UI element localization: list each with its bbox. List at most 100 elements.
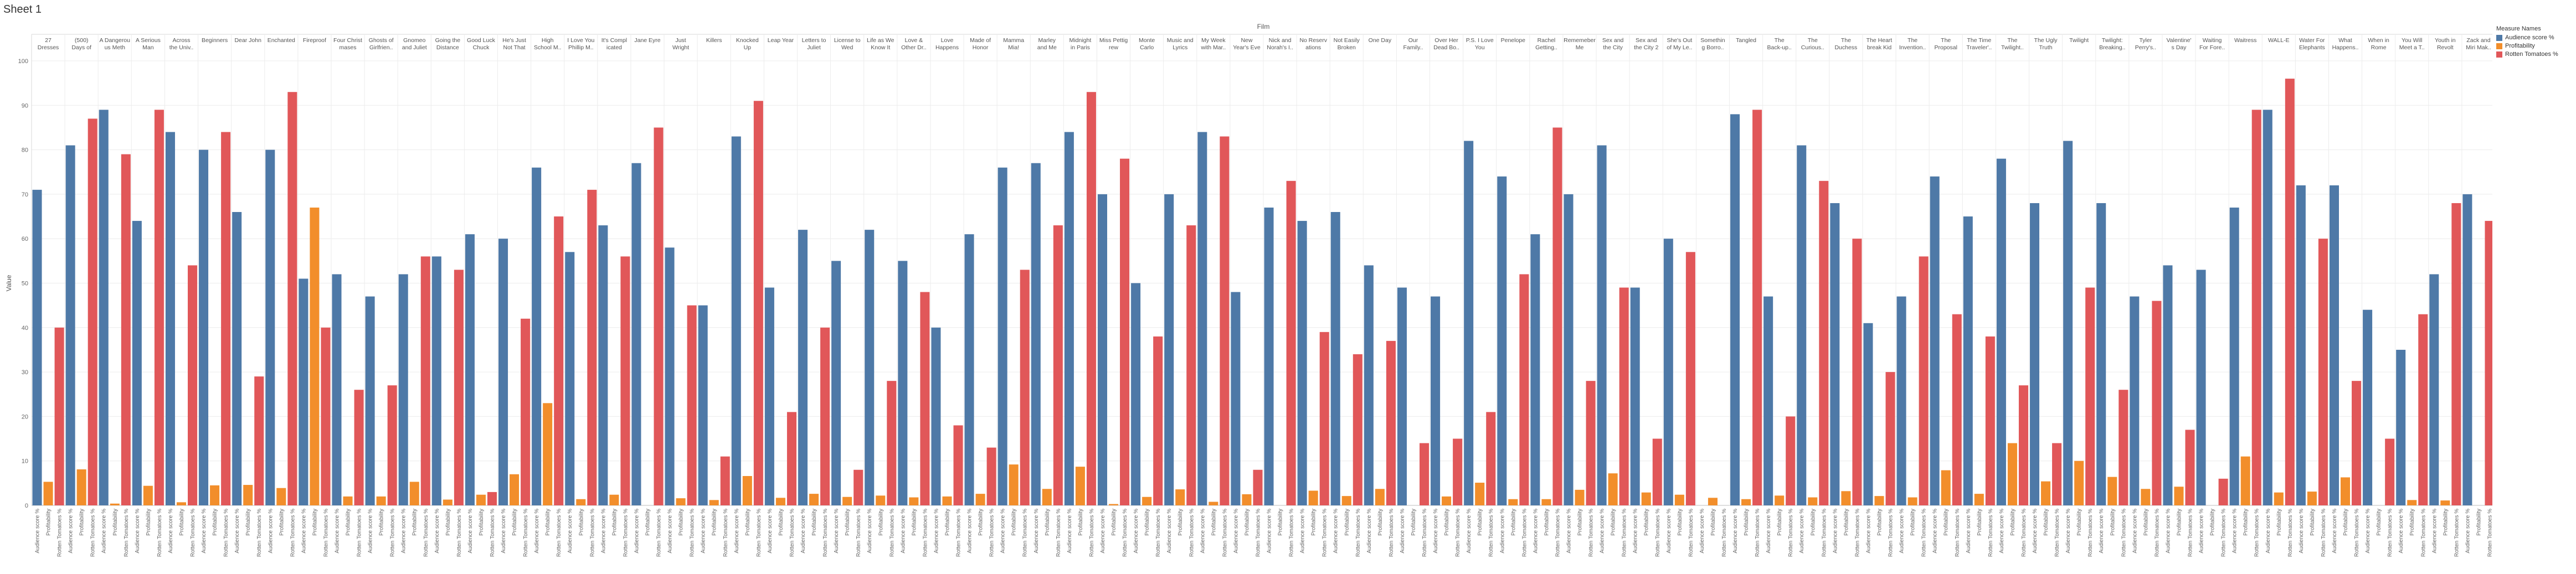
x-measure-label: Rotten Tomatoes %: [1988, 509, 1994, 557]
film-label: Miri Mak..: [2466, 44, 2491, 51]
bar-aud: [1663, 239, 1673, 505]
bar-aud: [498, 239, 508, 505]
bar-prof: [1974, 494, 1984, 505]
bar-rt: [1486, 412, 1496, 505]
legend-item-profitability[interactable]: Profitability: [2496, 43, 2576, 49]
x-measure-label: Audience score %: [1966, 509, 1972, 554]
film-label: Love: [941, 37, 954, 44]
x-measure-label: Audience score %: [534, 509, 540, 554]
bar-aud: [299, 278, 308, 505]
bar-aud: [1097, 194, 1107, 505]
bar-rt: [720, 456, 730, 505]
bar-aud: [1064, 132, 1074, 506]
legend-item-audience[interactable]: Audience score %: [2496, 34, 2576, 41]
x-measure-label: Rotten Tomatoes %: [1555, 509, 1561, 557]
x-measure-label: Audience score %: [201, 509, 207, 554]
bar-rt: [2451, 203, 2461, 506]
x-measure-label: Rotten Tomatoes %: [157, 509, 163, 557]
film-label: Twilight..: [2001, 44, 2024, 51]
x-measure-label: Audience score %: [1034, 509, 1040, 554]
x-measure-label: Audience score %: [1666, 509, 1672, 554]
bar-aud: [1431, 296, 1441, 505]
bar-prof: [1741, 499, 1751, 505]
bar-rt: [287, 92, 297, 505]
bar-aud: [232, 212, 242, 505]
x-measure-label: Profitability: [412, 509, 418, 536]
x-measure-label: Rotten Tomatoes %: [2121, 509, 2127, 557]
bar-rt: [2152, 301, 2162, 505]
legend-swatch-audience: [2496, 34, 2502, 41]
x-measure-label: Profitability: [1677, 509, 1683, 536]
film-label: The: [1775, 37, 1785, 44]
bar-aud: [2163, 265, 2173, 505]
bar-aud: [32, 189, 42, 505]
legend: Measure Names Audience score % Profitabi…: [2496, 25, 2576, 59]
bar-rt: [2018, 385, 2028, 505]
bar-chart: Film Value 0 10 20 30 40 50 60 70 80 90 100 27Dresses…: [5, 23, 2492, 557]
film-label: Back-up..: [1767, 44, 1791, 51]
bar-aud: [1231, 292, 1241, 505]
x-measure-label: Profitability: [2443, 509, 2449, 536]
bar-aud: [631, 163, 641, 505]
x-measure-label: Rotten Tomatoes %: [589, 509, 595, 557]
film-label: The: [1941, 37, 1951, 44]
film-label: The: [1808, 37, 1818, 44]
x-measure-label: Audience score %: [1067, 509, 1073, 554]
x-measure-label: Profitability: [712, 509, 718, 536]
bar-prof: [576, 499, 586, 505]
legend-item-rotten-tomatoes[interactable]: Rotten Tomatoes %: [2496, 51, 2576, 58]
x-measure-label: Rotten Tomatoes %: [357, 509, 363, 557]
film-label: Letters to: [802, 37, 826, 44]
film-label: g Borro..: [1701, 44, 1724, 51]
x-measure-label: Audience score %: [1932, 509, 1939, 554]
x-measure-label: Rotten Tomatoes %: [1122, 509, 1128, 557]
x-measure-label: Audience score %: [2032, 509, 2038, 554]
bar-aud: [865, 230, 875, 505]
bar-aud: [1497, 176, 1507, 505]
bar-prof: [409, 482, 419, 505]
bar-rt: [920, 292, 930, 505]
bar-aud: [332, 274, 342, 505]
bar-aud: [964, 234, 974, 505]
x-measure-label: Audience score %: [1865, 509, 1871, 554]
film-label: Somethin: [1700, 37, 1725, 44]
film-label: the City: [1603, 44, 1623, 51]
x-measure-label: Rotten Tomatoes %: [2188, 509, 2194, 557]
x-measure-label: Rotten Tomatoes %: [1655, 509, 1661, 557]
x-measure-label: Rotten Tomatoes %: [57, 509, 63, 557]
x-measure-label: Audience score %: [135, 509, 141, 554]
x-measure-label: Rotten Tomatoes %: [2287, 509, 2294, 557]
bar-prof: [1641, 492, 1651, 505]
x-measure-label: Audience score %: [1699, 509, 1705, 554]
x-measure-label: Rotten Tomatoes %: [623, 509, 629, 557]
bar-rt: [1619, 287, 1629, 505]
bar-prof: [2174, 487, 2184, 505]
sheet-title: Sheet 1: [3, 3, 42, 15]
film-label: Days of: [71, 44, 91, 51]
bar-aud: [665, 247, 675, 505]
film-label: Revolt: [2437, 44, 2454, 51]
film-label: When in: [2368, 37, 2389, 44]
bar-rt: [1752, 110, 1762, 505]
legend-swatch-profitability: [2496, 43, 2502, 49]
bar-rt: [521, 318, 531, 505]
x-measure-label: Audience score %: [1766, 509, 1772, 554]
bar-rt: [1120, 158, 1130, 505]
x-measure-label: Profitability: [1344, 509, 1350, 536]
bar-prof: [2107, 477, 2117, 505]
x-measure-label: Rotten Tomatoes %: [2021, 509, 2027, 557]
x-measure-label: Rotten Tomatoes %: [1022, 509, 1029, 557]
x-measure-label: Audience score %: [1133, 509, 1139, 554]
x-measure-label: Audience score %: [1400, 509, 1406, 554]
bar-aud: [698, 305, 708, 505]
x-measure-label: Audience score %: [1799, 509, 1805, 554]
x-measure-label: Audience score %: [1433, 509, 1439, 554]
film-label: Rachel: [1538, 37, 1556, 44]
bar-rt: [2385, 438, 2395, 505]
x-measure-label: Rotten Tomatoes %: [723, 509, 729, 557]
film-label: No Reserv: [1299, 37, 1327, 44]
x-measure-label: Rotten Tomatoes %: [1488, 509, 1494, 557]
film-label: the Univ..: [169, 44, 194, 51]
bar-rt: [820, 327, 830, 505]
x-measure-label: Rotten Tomatoes %: [2221, 509, 2227, 557]
